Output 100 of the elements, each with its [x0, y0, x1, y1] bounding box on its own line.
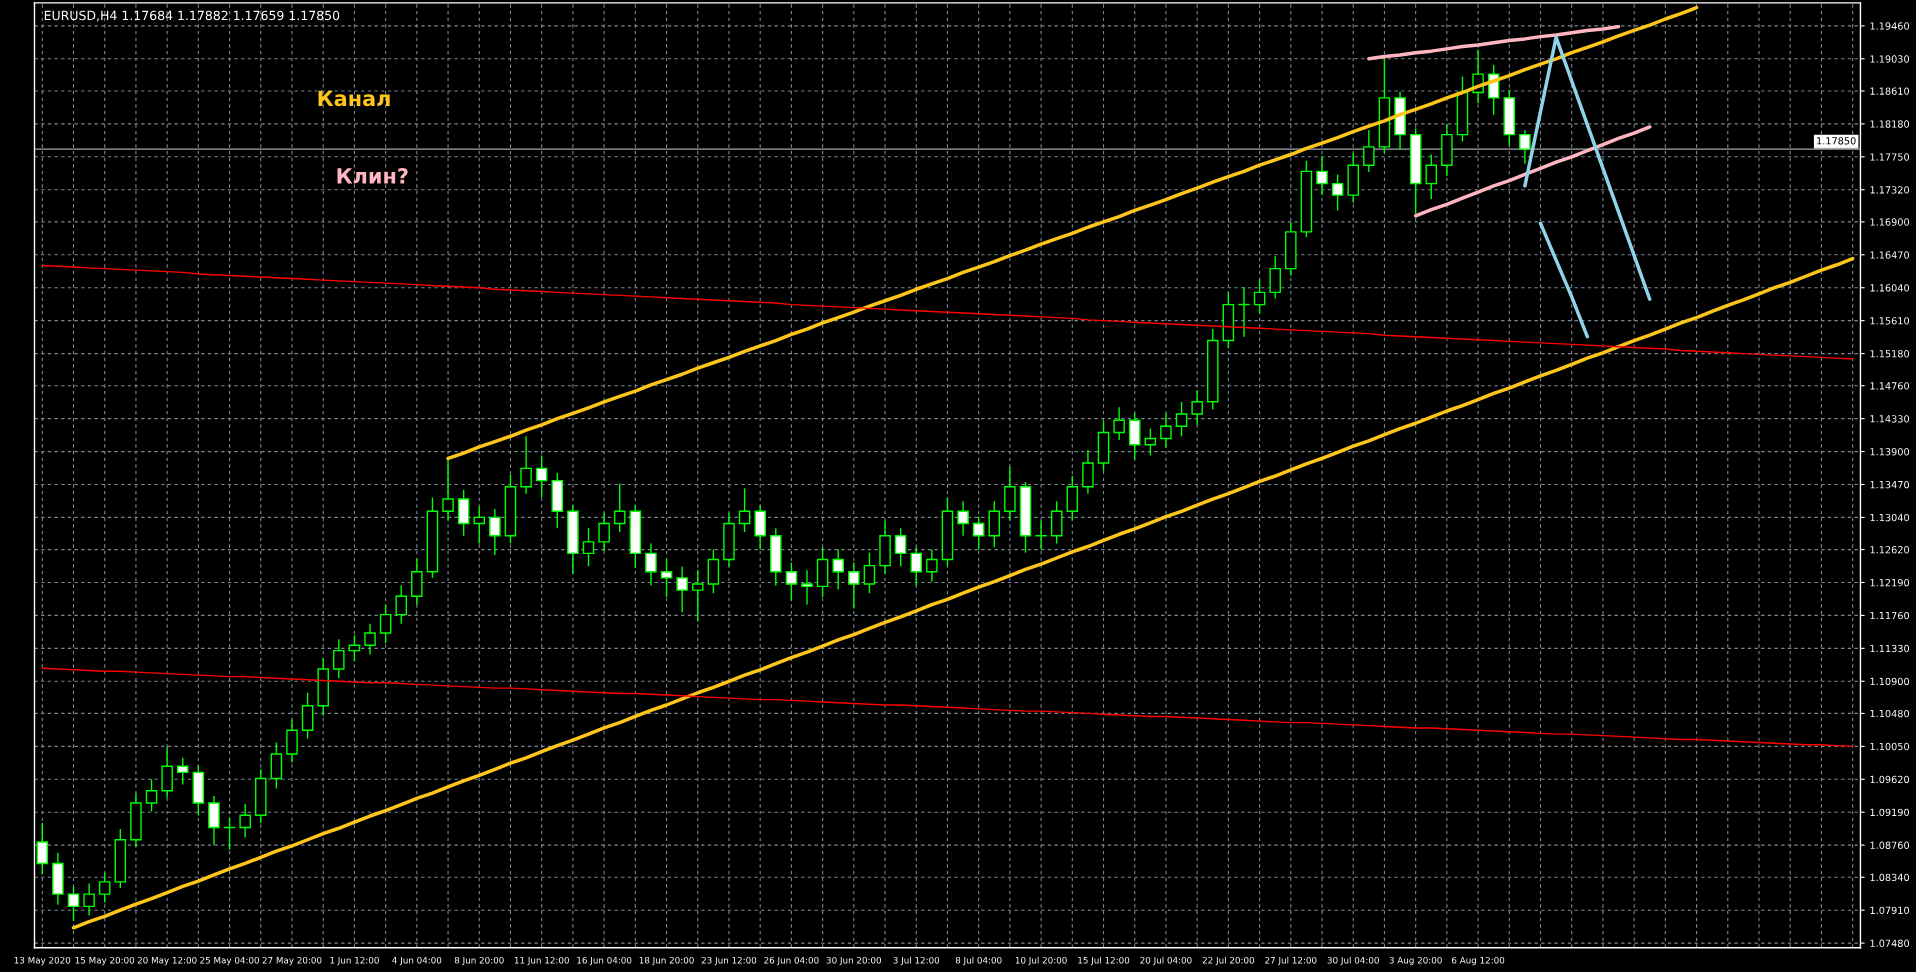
x-tick-label: 26 Jun 04:00	[764, 956, 819, 966]
x-tick-label: 27 May 20:00	[262, 956, 322, 966]
candlestick	[535, 454, 548, 499]
candlestick	[1144, 427, 1157, 457]
candlestick	[1175, 401, 1188, 437]
y-tick-label: 1.19030	[1870, 55, 1910, 63]
x-tick-label: 4 Jun 04:00	[392, 956, 442, 966]
candlestick	[1316, 156, 1328, 196]
line-series	[41, 667, 1854, 748]
text: EURUSD,H4 1.17684 1.17882 1.17659 1.17850	[44, 10, 340, 22]
candlestick	[473, 506, 486, 545]
candlestick	[98, 871, 111, 904]
candlestick	[645, 542, 657, 587]
x-tick-label: 18 Jun 20:00	[639, 956, 694, 966]
candlestick	[1269, 255, 1281, 300]
line-series	[1413, 125, 1652, 218]
x-tick-label: 20 May 12:00	[137, 956, 197, 966]
annotation: Клин?	[337, 167, 408, 184]
x-tick-label: 30 Jul 04:00	[1327, 956, 1379, 966]
x-tick-label: 22 Jul 20:00	[1202, 956, 1255, 966]
y-tick-label: 1.16470	[1870, 251, 1910, 259]
x-tick-label: 16 Jun 04:00	[577, 956, 632, 966]
y-tick-label: 1.16040	[1870, 284, 1910, 292]
candlestick	[894, 527, 907, 568]
ref-line-label: 1.17850	[1817, 137, 1856, 145]
candlestick	[239, 803, 251, 839]
y-tick-label: 1.13040	[1870, 513, 1910, 522]
x-tick-label: 25 May 04:00	[200, 956, 259, 966]
y-tick-label: 1.12190	[1870, 578, 1910, 587]
candlestick	[926, 548, 938, 583]
candlestick	[333, 638, 345, 679]
candlestick	[738, 487, 751, 533]
candlestick	[785, 561, 798, 602]
candlestick	[1082, 449, 1094, 495]
candlestick	[489, 508, 501, 556]
y-tick-label: 1.18180	[1870, 120, 1910, 128]
x-tick-label: 30 Jun 20:00	[826, 956, 882, 966]
candlestick	[1191, 389, 1203, 426]
candlestick	[1363, 129, 1375, 173]
candlestick	[832, 548, 844, 591]
line-series	[1367, 24, 1621, 61]
candlestick	[67, 885, 80, 922]
x-tick-label: 15 Jul 12:00	[1078, 956, 1130, 966]
candlestick	[1113, 406, 1125, 441]
candlestick	[676, 565, 688, 614]
y-tick-label: 1.14330	[1870, 415, 1910, 423]
candlestick	[910, 546, 923, 587]
candlestick	[379, 604, 392, 644]
y-tick-label: 1.18610	[1870, 87, 1910, 95]
candlestick	[1519, 129, 1531, 165]
candlestick	[83, 882, 95, 917]
annotation: Канал	[318, 90, 390, 107]
y-tick-label: 1.10480	[1870, 709, 1910, 718]
y-tick-label: 1.19460	[1870, 22, 1910, 30]
candlestick	[691, 569, 704, 623]
y-tick-label: 1.09620	[1870, 775, 1910, 784]
x-tick-label: 3 Aug 20:00	[1389, 956, 1442, 966]
y-tick-label: 1.08760	[1870, 841, 1910, 849]
y-tick-label: 1.10050	[1870, 742, 1910, 751]
candlestick	[660, 558, 673, 598]
line-series	[1523, 35, 1652, 301]
y-tick-label: 1.17320	[1870, 186, 1910, 194]
x-tick-label: 8 Jul 04:00	[955, 956, 1002, 966]
candlestick	[1253, 278, 1266, 315]
x-tick-label: 6 Aug 12:00	[1451, 956, 1505, 966]
y-tick-label: 1.15610	[1870, 317, 1910, 325]
candlestick	[36, 822, 49, 875]
y-tick-label: 1.17750	[1870, 153, 1910, 161]
candlestick	[801, 569, 813, 606]
y-tick-label: 1.11760	[1870, 611, 1910, 620]
candlestick	[613, 483, 626, 533]
x-tick-label: 10 Jul 20:00	[1015, 956, 1067, 966]
y-tick-label: 1.08340	[1870, 873, 1910, 882]
x-tick-label: 20 Jul 04:00	[1140, 956, 1192, 966]
line-series	[71, 256, 1855, 930]
line-series	[1538, 221, 1590, 339]
y-tick-label: 1.13900	[1870, 448, 1910, 456]
y-tick-label: 1.16900	[1870, 218, 1910, 226]
y-tick-label: 1.12620	[1870, 546, 1910, 554]
candlestick	[442, 459, 454, 522]
y-tick-label: 1.14760	[1870, 382, 1910, 390]
x-tick-label: 23 Jun 12:00	[701, 956, 757, 966]
line-series	[446, 5, 1699, 461]
candlestick	[364, 623, 376, 656]
x-tick-label: 1 Jun 12:00	[330, 956, 379, 966]
candlestick	[1331, 173, 1344, 212]
candlestick	[582, 527, 595, 568]
candlestick	[1160, 412, 1172, 449]
candlestick	[598, 512, 610, 552]
line-series	[41, 264, 1854, 360]
candlestick	[957, 500, 969, 537]
candlestick	[520, 435, 532, 495]
candlestick	[176, 757, 189, 786]
x-tick-label: 8 Jun 20:00	[454, 956, 504, 966]
y-tick-label: 1.13470	[1870, 480, 1910, 489]
candlestick	[145, 778, 158, 813]
candlestick	[286, 718, 298, 764]
y-tick-label: 1.15180	[1870, 350, 1910, 358]
x-tick-label: 11 Jun 12:00	[514, 956, 569, 966]
candlestick	[1425, 153, 1438, 200]
